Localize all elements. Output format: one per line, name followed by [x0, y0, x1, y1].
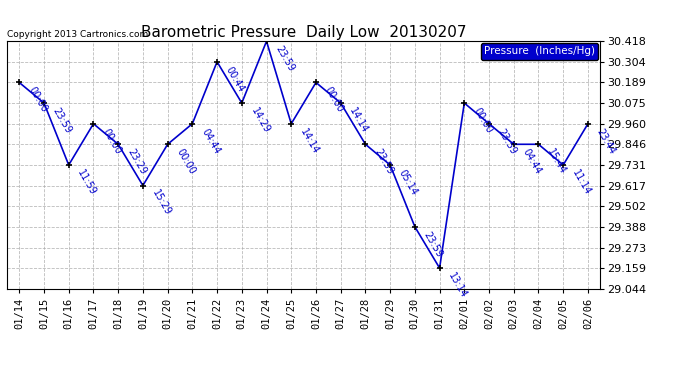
Text: 15:44: 15:44 — [545, 147, 568, 176]
Text: 23:44: 23:44 — [595, 126, 618, 156]
Text: Copyright 2013 Cartronics.com: Copyright 2013 Cartronics.com — [7, 30, 148, 39]
Text: 00:00: 00:00 — [26, 85, 49, 114]
Text: 00:00: 00:00 — [175, 147, 197, 176]
Text: 15:29: 15:29 — [150, 188, 172, 218]
Text: 04:44: 04:44 — [521, 147, 543, 176]
Text: 14:14: 14:14 — [298, 126, 321, 156]
Legend: Pressure  (Inches/Hg): Pressure (Inches/Hg) — [481, 44, 598, 60]
Text: 23:59: 23:59 — [422, 230, 444, 259]
Text: 23:59: 23:59 — [51, 106, 74, 135]
Text: 14:14: 14:14 — [348, 106, 370, 135]
Text: 23:59: 23:59 — [373, 147, 395, 176]
Title: Barometric Pressure  Daily Low  20130207: Barometric Pressure Daily Low 20130207 — [141, 25, 466, 40]
Text: 23:59: 23:59 — [273, 44, 296, 73]
Text: 23:29: 23:29 — [125, 147, 148, 176]
Text: 04:44: 04:44 — [199, 126, 221, 156]
Text: 00:00: 00:00 — [471, 106, 494, 135]
Text: 00:00: 00:00 — [323, 85, 346, 114]
Text: 05:14: 05:14 — [397, 168, 420, 197]
Text: 23:59: 23:59 — [496, 126, 519, 156]
Text: 00:44: 00:44 — [224, 64, 246, 94]
Text: 00:00: 00:00 — [100, 126, 123, 156]
Text: 11:14: 11:14 — [570, 168, 593, 197]
Text: 13:14: 13:14 — [446, 271, 469, 300]
Text: 14:29: 14:29 — [248, 106, 271, 135]
Text: 11:59: 11:59 — [76, 168, 98, 197]
